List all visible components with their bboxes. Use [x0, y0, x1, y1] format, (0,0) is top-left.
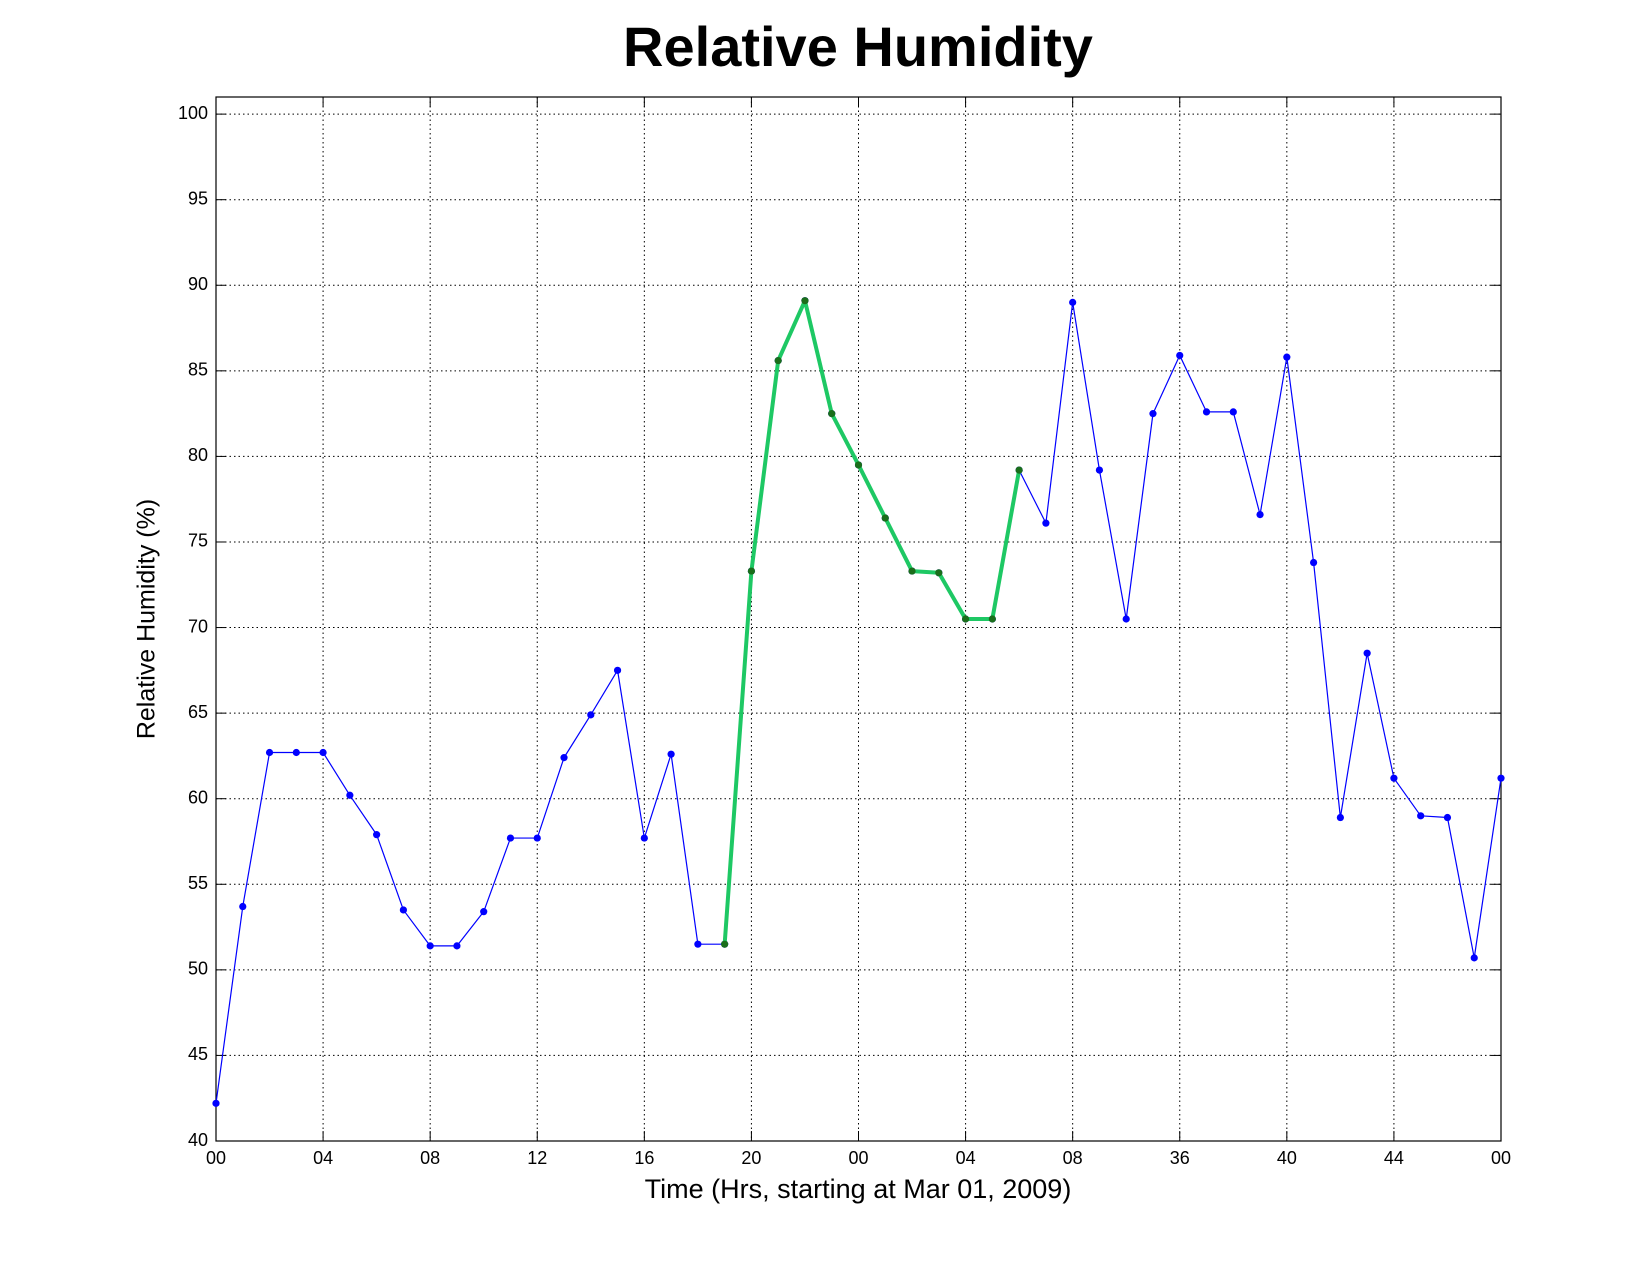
x-tick-label: 20 [741, 1148, 761, 1168]
data-point [426, 942, 434, 950]
data-point [212, 1099, 220, 1107]
data-point [1229, 408, 1237, 416]
data-point [1283, 353, 1291, 361]
y-tick-label: 65 [188, 702, 208, 722]
x-tick-label: 00 [1491, 1148, 1511, 1168]
y-tick-label: 70 [188, 616, 208, 636]
data-point [506, 834, 515, 842]
data-point [533, 834, 541, 842]
data-point [1069, 298, 1077, 306]
data-point [801, 297, 809, 305]
data-point [1417, 812, 1425, 820]
data-point [265, 748, 274, 757]
x-tick-label: 40 [1277, 1148, 1297, 1168]
data-point [1042, 519, 1050, 527]
data-point [1015, 466, 1023, 474]
data-point [881, 514, 889, 522]
data-point [1336, 813, 1344, 822]
data-point [961, 615, 970, 623]
y-tick-label: 80 [188, 445, 208, 465]
data-point [346, 791, 354, 799]
y-tick-label: 50 [188, 959, 208, 979]
data-point [613, 666, 622, 674]
data-point [373, 831, 381, 839]
data-point [1256, 510, 1264, 519]
data-point [239, 902, 247, 911]
plot-frame [215, 96, 1502, 1142]
chart-title: Relative Humidity [623, 15, 1093, 78]
data-point [292, 748, 300, 757]
data-point [1095, 466, 1104, 474]
y-tick-label: 45 [188, 1044, 208, 1064]
y-tick-label: 75 [188, 531, 208, 551]
x-tick-label: 36 [1170, 1148, 1190, 1168]
x-tick-label: 08 [420, 1148, 440, 1168]
series-line [722, 298, 1022, 945]
x-tick-label: 00 [206, 1148, 226, 1168]
data-point [721, 940, 729, 948]
data-point [667, 750, 675, 758]
data-point [1122, 615, 1130, 623]
data-point [1202, 408, 1211, 416]
x-tick-label: 00 [848, 1148, 868, 1168]
data-point [587, 711, 595, 719]
data-point [399, 906, 407, 914]
data-point [1443, 813, 1452, 822]
data-point [988, 615, 996, 623]
y-tick-label: 85 [188, 360, 208, 380]
data-point [640, 834, 648, 842]
data-point [1390, 774, 1398, 782]
data-point [1310, 558, 1318, 567]
data-point [1149, 410, 1157, 418]
data-point [453, 942, 461, 950]
data-point [828, 410, 836, 418]
x-axis-label: Time (Hrs, starting at Mar 01, 2009) [645, 1174, 1072, 1204]
data-point [1363, 649, 1371, 657]
x-tick-label: 04 [956, 1148, 976, 1168]
data-point [1176, 351, 1184, 360]
y-tick-label: 90 [188, 274, 208, 294]
x-tick-label: 08 [1063, 1148, 1083, 1168]
data-point [1497, 774, 1505, 782]
y-tick-label: 55 [188, 873, 208, 893]
x-tick-label: 04 [313, 1148, 333, 1168]
data-point [694, 940, 702, 948]
y-tick-label: 95 [188, 188, 208, 208]
data-point [774, 356, 782, 365]
data-point [908, 567, 916, 575]
data-point [935, 569, 943, 577]
data-point [1470, 954, 1478, 962]
x-tick-label: 44 [1384, 1148, 1404, 1168]
x-tick-label: 16 [634, 1148, 654, 1168]
y-tick-label: 40 [188, 1130, 208, 1150]
y-tick-label: 60 [188, 787, 208, 807]
x-tick-label: 12 [527, 1148, 547, 1168]
data-point [560, 754, 568, 762]
data-point [747, 567, 756, 575]
y-tick-label: 100 [178, 103, 208, 123]
data-point [854, 461, 863, 469]
data-point [319, 748, 327, 757]
data-point [480, 908, 488, 916]
y-axis-label: Relative Humidity (%) [133, 499, 161, 739]
